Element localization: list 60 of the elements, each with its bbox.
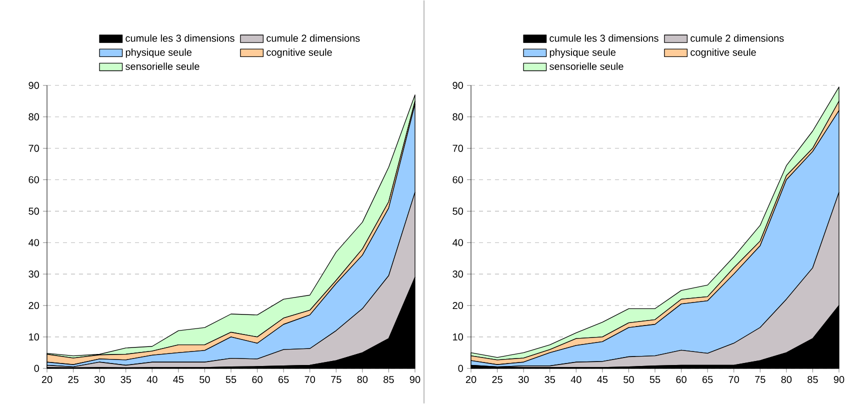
- x-tick-label: 65: [278, 376, 289, 384]
- x-tick-label: 75: [331, 376, 342, 384]
- x-tick-label: 85: [384, 376, 394, 384]
- y-tick-label: 0: [34, 364, 40, 372]
- legend-label: cognitive seule: [690, 48, 756, 58]
- y-tick-label: 30: [28, 270, 40, 278]
- y-tick-label: 20: [28, 302, 40, 310]
- y-tick-label: 90: [28, 82, 40, 90]
- y-tick-label: 40: [28, 239, 40, 246]
- y-tick-label: 40: [452, 239, 464, 246]
- x-tick-label: 90: [834, 376, 844, 384]
- x-tick-label: 70: [728, 376, 740, 384]
- y-tick-label: 30: [452, 270, 464, 278]
- x-tick-label: 80: [357, 376, 368, 384]
- x-tick-label: 25: [68, 376, 78, 384]
- y-tick-label: 70: [452, 144, 464, 152]
- x-tick-label: 35: [544, 376, 556, 384]
- y-tick-label: 10: [29, 334, 40, 341]
- x-tick-label: 30: [518, 376, 529, 384]
- legend-label: cumule les 3 dimensions: [550, 34, 658, 42]
- x-tick-label: 60: [252, 376, 262, 384]
- legend-label: sensorielle seule: [126, 62, 200, 70]
- x-tick-label: 60: [676, 376, 686, 384]
- legend-label: cumule les 3 dimensions: [126, 34, 234, 42]
- x-tick-label: 55: [226, 376, 236, 384]
- x-tick-label: 20: [42, 376, 52, 384]
- x-tick-label: 90: [410, 376, 420, 384]
- y-tick-label: 60: [28, 176, 40, 184]
- x-tick-label: 40: [570, 376, 582, 384]
- x-tick-label: 50: [200, 376, 210, 384]
- legend-label: cognitive seule: [266, 48, 332, 58]
- x-tick-label: 65: [702, 376, 713, 384]
- x-tick-label: 75: [755, 376, 766, 384]
- legend-label: physique seule: [126, 48, 192, 58]
- legend-label: physique seule: [550, 48, 616, 58]
- x-tick-label: 20: [466, 376, 476, 384]
- x-tick-label: 35: [120, 376, 132, 384]
- legend-label: cumule 2 dimensions: [690, 34, 784, 42]
- y-tick-label: 90: [452, 82, 464, 90]
- y-tick-label: 50: [28, 208, 40, 215]
- y-tick-label: 80: [28, 113, 40, 120]
- y-tick-label: 20: [452, 302, 464, 310]
- x-tick-label: 45: [173, 376, 184, 384]
- legend-label: cumule 2 dimensions: [266, 34, 360, 42]
- y-tick-label: 60: [452, 176, 464, 184]
- x-tick-label: 30: [94, 376, 105, 384]
- x-tick-label: 70: [304, 376, 316, 384]
- x-tick-label: 55: [650, 376, 660, 384]
- x-tick-label: 40: [146, 376, 158, 384]
- y-tick-label: 80: [452, 113, 464, 120]
- x-tick-label: 80: [781, 376, 792, 384]
- y-tick-label: 50: [452, 208, 464, 215]
- x-tick-label: 25: [492, 376, 502, 384]
- x-tick-label: 45: [597, 376, 608, 384]
- legend-label: sensorielle seule: [550, 62, 624, 70]
- x-tick-label: 85: [808, 376, 818, 384]
- x-tick-label: 50: [624, 376, 634, 384]
- y-tick-label: 0: [458, 364, 464, 372]
- y-tick-label: 70: [28, 144, 40, 152]
- y-tick-label: 10: [453, 334, 464, 341]
